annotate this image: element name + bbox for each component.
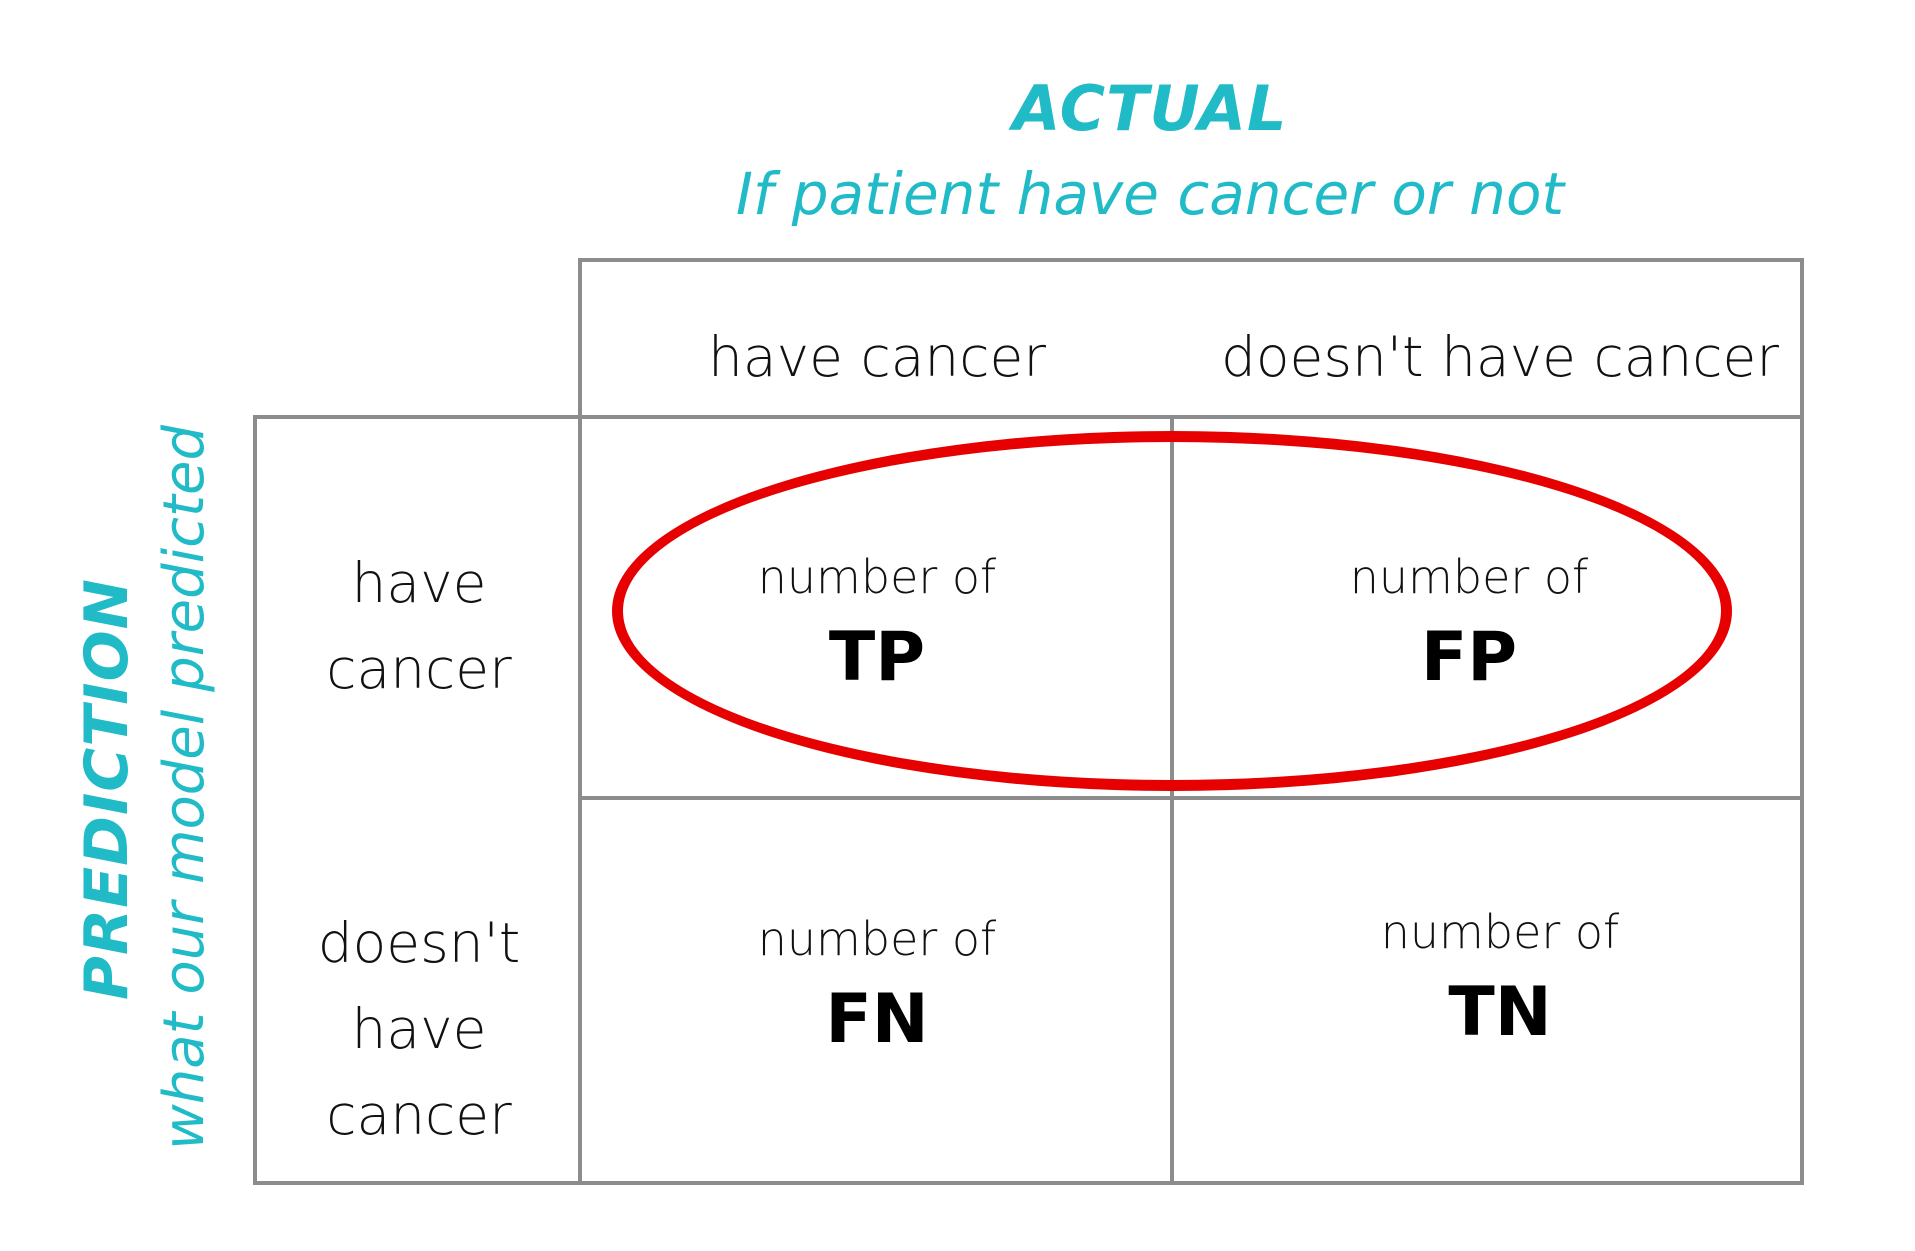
cell-caption: number of: [1380, 905, 1620, 959]
grid-line-col1-left: [578, 258, 582, 1184]
grid-line-row-divider: [579, 796, 1804, 800]
grid-line-right: [1800, 258, 1804, 1185]
grid-line-header-bottom: [253, 415, 1804, 419]
row-header-doesnt-have-cancer: doesn't have cancer: [317, 911, 521, 1147]
column-header-doesnt-have-cancer: doesn't have cancer: [1220, 325, 1779, 389]
actual-axis-title: ACTUAL: [1012, 72, 1288, 145]
grid-line-bottom: [253, 1181, 1804, 1185]
prediction-axis-subtitle: what our model predicted: [152, 425, 217, 1150]
highlight-ellipse: [612, 431, 1732, 791]
grid-line-col-divider: [1170, 415, 1174, 1181]
actual-axis-subtitle: If patient have cancer or not: [735, 160, 1565, 228]
column-header-have-cancer: have cancer: [708, 325, 1046, 389]
grid-line-left: [253, 415, 257, 1185]
cell-caption: number of: [757, 912, 997, 966]
cell-label: FN: [825, 980, 929, 1059]
grid-line-top: [579, 258, 1804, 262]
prediction-axis-title: PREDICTION: [72, 578, 142, 1000]
cell-label: TN: [1448, 973, 1552, 1052]
row-header-have-cancer: have cancer: [326, 551, 512, 701]
